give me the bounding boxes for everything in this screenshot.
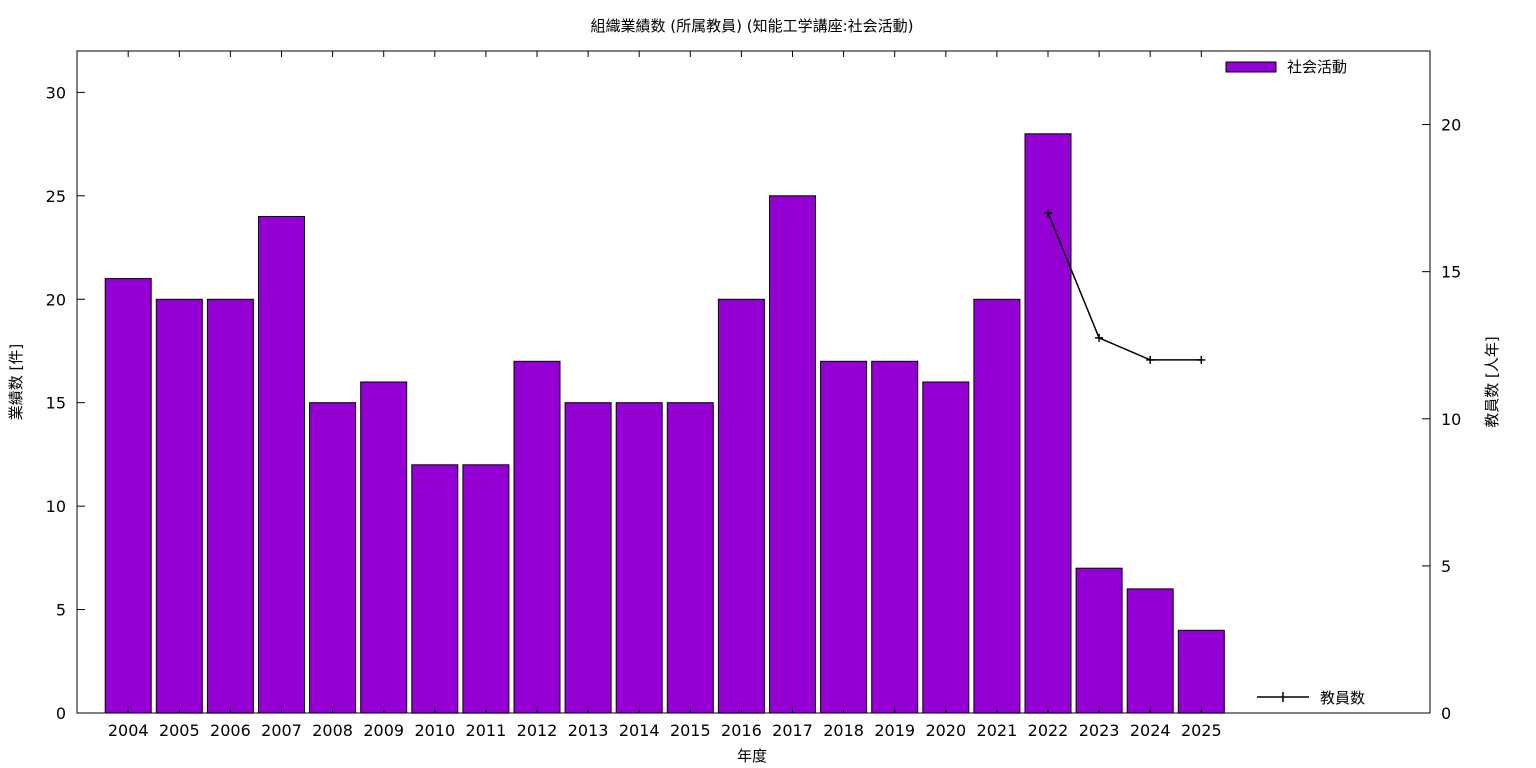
- y-tick-label: 25: [46, 187, 66, 206]
- y-tick-label: 0: [56, 704, 66, 723]
- y2-tick-label: 15: [1441, 263, 1461, 282]
- x-tick-label: 2006: [210, 721, 251, 740]
- x-tick-label: 2013: [568, 721, 609, 740]
- bar-2006: [206, 298, 254, 714]
- x-tick-label: 2021: [977, 721, 1018, 740]
- bar-2025: [1177, 629, 1225, 714]
- bar-2023: [1075, 567, 1123, 714]
- bar-2018: [820, 360, 868, 714]
- x-tick-label: 2020: [925, 721, 966, 740]
- y-tick-label: 15: [46, 394, 66, 413]
- bar-2010: [411, 464, 459, 714]
- bar-2014: [615, 402, 663, 714]
- x-tick-label: 2011: [466, 721, 507, 740]
- bar-series: [104, 133, 1225, 714]
- x-tick-label: 2023: [1079, 721, 1120, 740]
- legend-bar-label: 社会活動: [1287, 58, 1347, 76]
- plot-frame: [76, 50, 1431, 714]
- x-tick-label: 2022: [1028, 721, 1069, 740]
- x-tick-label: 2012: [517, 721, 558, 740]
- y2-tick-label: 0: [1441, 704, 1451, 723]
- line-point-2022: [1044, 208, 1052, 217]
- legend-bar-swatch: [1225, 61, 1277, 73]
- x-tick-label: 2010: [414, 721, 455, 740]
- x-tick-label: 2016: [721, 721, 762, 740]
- bar-2016: [717, 298, 765, 714]
- legend-line: 教員数: [1257, 689, 1365, 707]
- line-point-2025: [1197, 355, 1206, 364]
- line-point-2023: [1095, 333, 1104, 342]
- x-tick-label: 2025: [1181, 721, 1222, 740]
- bar-2024: [1126, 588, 1174, 714]
- x-tick-label: 2015: [670, 721, 711, 740]
- bar-2015: [666, 402, 714, 714]
- bar-2017: [769, 195, 816, 714]
- y2-axis-label: 教員数 [人年]: [1483, 336, 1501, 427]
- bar-2005: [155, 298, 203, 714]
- y-tick-label: 10: [46, 497, 66, 516]
- x-tick-label: 2007: [261, 721, 302, 740]
- bar-2022: [1024, 133, 1072, 714]
- line-series: [1044, 208, 1206, 364]
- line-staff-count: [1047, 212, 1202, 361]
- bar-2009: [360, 381, 408, 714]
- line-point-2024: [1146, 355, 1155, 364]
- bar-2021: [973, 298, 1021, 714]
- axis-ticks: 2004 2005 2006 2007 2008 2009 2010 2011 2012 2013…: [46, 51, 1461, 740]
- x-tick-label: 2017: [772, 721, 813, 740]
- x-axis-label: 年度: [737, 747, 767, 765]
- chart-title: 組織業績数 (所属教員) (知能工学講座:社会活動): [590, 17, 913, 35]
- y-tick-label: 20: [46, 290, 66, 309]
- y-tick-label: 30: [46, 83, 66, 102]
- x-tick-label: 2005: [159, 721, 200, 740]
- x-tick-label: 2004: [108, 721, 149, 740]
- y2-tick-label: 5: [1441, 557, 1451, 576]
- legend-bar: 社会活動: [1225, 58, 1347, 76]
- x-tick-label: 2018: [823, 721, 864, 740]
- y-axis-label: 業績数 [件]: [7, 344, 25, 420]
- bar-2012: [513, 360, 561, 714]
- bar-2013: [564, 402, 612, 714]
- x-tick-label: 2019: [874, 721, 915, 740]
- x-tick-label: 2024: [1130, 721, 1171, 740]
- y2-tick-label: 10: [1441, 410, 1461, 429]
- bar-2020: [922, 381, 970, 714]
- bar-2019: [871, 360, 919, 714]
- legend-line-label: 教員数: [1320, 689, 1365, 707]
- x-tick-label: 2008: [312, 721, 353, 740]
- bar-2011: [462, 464, 510, 714]
- y2-tick-label: 20: [1441, 116, 1461, 135]
- x-tick-label: 2014: [619, 721, 660, 740]
- bar-2008: [309, 402, 357, 714]
- bar-2004: [104, 278, 152, 714]
- bar-2007: [258, 216, 305, 714]
- x-tick-label: 2009: [363, 721, 404, 740]
- y-tick-label: 5: [56, 601, 66, 620]
